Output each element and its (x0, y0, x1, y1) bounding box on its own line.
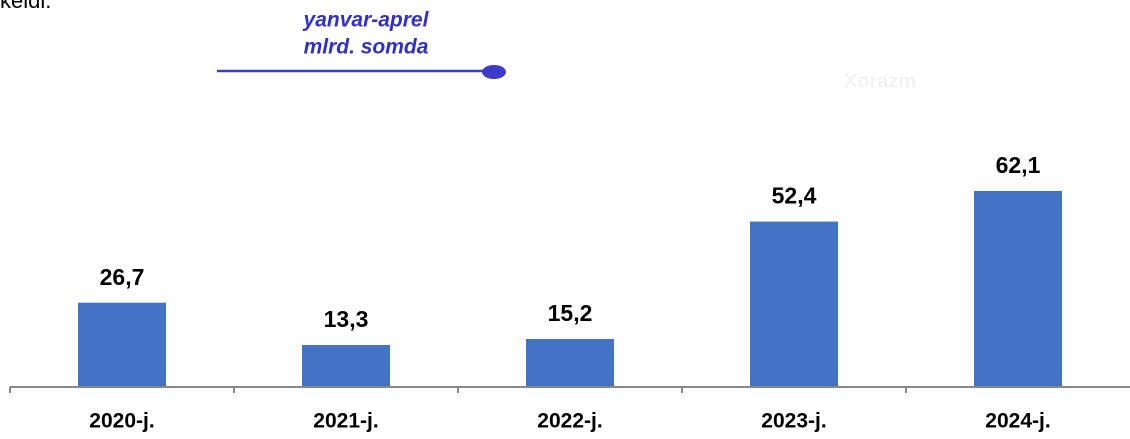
bar (302, 345, 390, 387)
bar (750, 221, 838, 387)
header-text: keldi. (0, 0, 51, 13)
bar (526, 339, 614, 387)
value-label: 52,4 (772, 183, 817, 209)
value-label: 26,7 (100, 264, 145, 290)
annotation-line: mlrd. somda (304, 36, 429, 59)
bar (78, 302, 166, 387)
x-tick-label: 2022-j. (537, 410, 602, 433)
value-label: 15,2 (548, 300, 593, 326)
value-label: 13,3 (324, 306, 369, 332)
x-tick-label: 2023-j. (761, 410, 826, 433)
annotation-line: yanvar-aprel (303, 9, 430, 32)
annotation-dot (482, 65, 506, 79)
value-label: 62,1 (996, 152, 1041, 178)
watermark: Xorazm (844, 70, 916, 92)
bar (974, 190, 1062, 387)
x-tick-label: 2024-j. (985, 410, 1050, 433)
x-tick-label: 2021-j. (313, 410, 378, 433)
x-tick-label: 2020-j. (89, 410, 154, 433)
